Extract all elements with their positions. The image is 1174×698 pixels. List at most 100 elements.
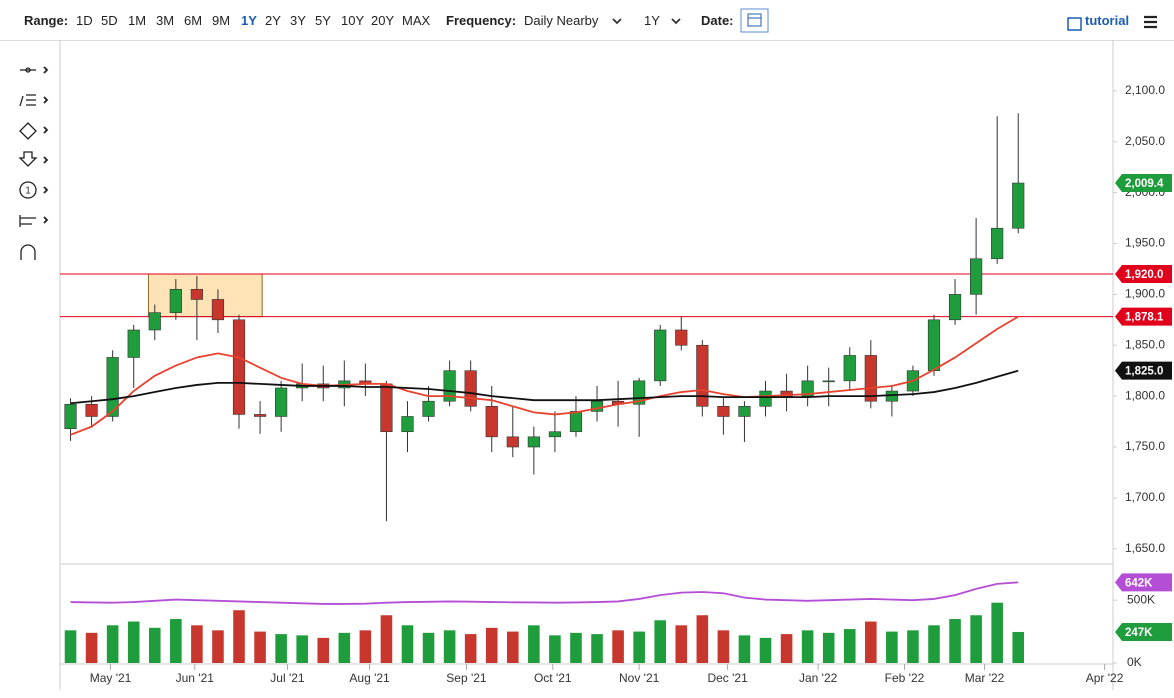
moving-average [70, 315, 1019, 436]
x-tick-label: Nov '21 [619, 671, 660, 685]
volume-ma-tag: 642K [1115, 573, 1172, 592]
tool-magnet[interactable] [20, 244, 36, 260]
volume-bar [843, 629, 856, 663]
candle-body [401, 416, 414, 433]
tutorial-link[interactable]: tutorial [1085, 13, 1130, 28]
y-tick-label: 0K [1127, 655, 1142, 669]
tag-shape [1115, 622, 1172, 641]
volume-bar [570, 632, 582, 663]
y-tick-label: 1,750.0 [1125, 439, 1165, 453]
candle-body [275, 387, 288, 417]
volume-bar [633, 631, 645, 663]
tag-label: 642K [1125, 577, 1153, 589]
range-button[interactable]: 20Y [371, 13, 395, 28]
volume-bar [464, 634, 477, 663]
candle-body [211, 299, 225, 321]
volume-bar [549, 635, 561, 663]
volume-bar [106, 625, 119, 663]
moving-average [70, 369, 1019, 405]
period-select[interactable]: 1Y [644, 13, 660, 28]
volume-bar [170, 619, 182, 663]
volume-bar [485, 627, 498, 663]
x-tick-label: Mar '22 [965, 671, 1005, 685]
volume-bar [822, 632, 835, 663]
candle-body [85, 403, 98, 417]
y-tick-label: 1,850.0 [1125, 337, 1165, 351]
x-tick-label: Feb '22 [885, 671, 925, 685]
x-tick-label: Dec '21 [707, 671, 748, 685]
volume-bar [422, 632, 435, 663]
candle-body [527, 436, 540, 448]
tag-shape [1115, 361, 1172, 380]
frequency-select[interactable]: Daily Nearby [524, 13, 599, 28]
candle-body [717, 405, 730, 417]
y-tick-label: 2,050.0 [1125, 134, 1165, 148]
volume-bar [296, 635, 308, 663]
candle-body [991, 227, 1004, 260]
x-tick-label: Sep '21 [446, 671, 487, 685]
range-button[interactable]: 3Y [290, 13, 306, 28]
volume-bar [591, 634, 603, 663]
candle-body [548, 431, 562, 438]
range-button[interactable]: 9M [212, 13, 231, 28]
tag-label: 1,878.1 [1125, 312, 1164, 324]
candle-body [485, 405, 498, 438]
candle-body [148, 312, 161, 331]
volume-bar [612, 630, 624, 663]
candle-body [801, 380, 814, 397]
candle-body [927, 319, 941, 371]
tool-fib[interactable] [19, 94, 36, 107]
range-label: Range: [24, 13, 69, 28]
tag-label: 247K [1125, 627, 1153, 639]
volume-bar [1012, 631, 1025, 663]
range-button[interactable]: 5Y [315, 13, 331, 28]
tool-strip: 1 [18, 66, 49, 260]
volume-bar [506, 631, 519, 663]
volume-bar [801, 630, 814, 663]
range-button[interactable]: 1M [128, 13, 147, 28]
volume-bar [654, 620, 667, 663]
candle-body [506, 436, 519, 448]
tool-arrow[interactable] [18, 151, 38, 167]
toolbar-icons [612, 8, 1157, 33]
candle-body [780, 390, 793, 397]
range-button[interactable]: 6M [184, 13, 203, 28]
range-button[interactable]: 3M [156, 13, 175, 28]
candle-body [127, 329, 140, 358]
volume-bar [380, 615, 393, 663]
volume-bar [275, 634, 287, 663]
tool-shape[interactable] [19, 122, 37, 140]
volume-bar [254, 631, 266, 663]
x-tick-label: Jul '21 [270, 671, 305, 685]
tool-pattern[interactable] [19, 215, 36, 227]
tag-shape [1115, 307, 1172, 326]
range-button[interactable]: 1D [76, 13, 93, 28]
x-tick-label: May '21 [90, 671, 132, 685]
menu-button[interactable] [1144, 15, 1157, 29]
range-button[interactable]: 5D [101, 13, 118, 28]
volume-bar [338, 632, 351, 663]
level-tag: 1,878.1 [1115, 307, 1172, 326]
range-button[interactable]: MAX [402, 13, 431, 28]
volume-bar [780, 634, 793, 663]
date-button[interactable] [740, 8, 769, 33]
tool-note[interactable] [19, 181, 37, 199]
candle-body [675, 329, 688, 346]
candle-body [443, 370, 456, 402]
tag-shape [1115, 174, 1172, 193]
volume-bar [738, 635, 751, 663]
x-tick-label: Oct '21 [534, 671, 572, 685]
candle-body [1012, 182, 1025, 229]
range-button[interactable]: 2Y [265, 13, 281, 28]
volume-bar [528, 625, 540, 663]
y-tick-label: 1,900.0 [1125, 287, 1165, 301]
volume-bar [886, 631, 898, 663]
candle-body [380, 383, 393, 433]
volume-bar [443, 630, 456, 663]
volume-bar [991, 602, 1003, 663]
candle-body [633, 380, 646, 405]
range-button[interactable]: 1Y [241, 13, 257, 28]
volume-bar [696, 615, 709, 663]
candle-body [569, 411, 583, 433]
range-button[interactable]: 10Y [341, 13, 365, 28]
